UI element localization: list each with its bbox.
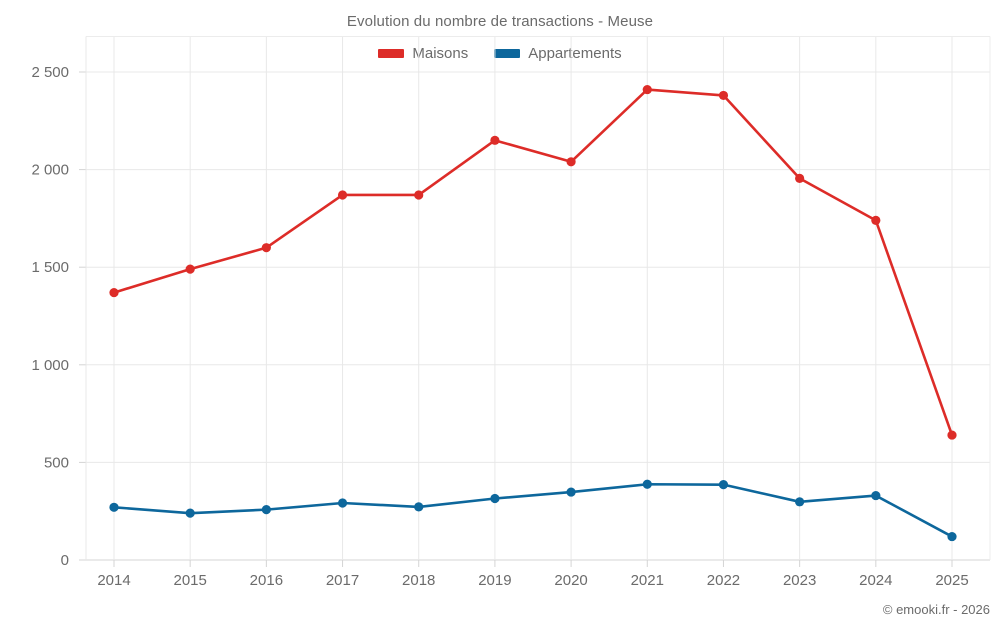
- data-point-maisons-2021[interactable]: [642, 84, 652, 95]
- data-point-maisons-2014[interactable]: [109, 287, 119, 298]
- legend-label-maisons: Maisons: [412, 45, 469, 62]
- chart-title: Evolution du nombre de transactions - Me…: [346, 13, 654, 30]
- data-point-appartements-2017[interactable]: [337, 498, 348, 508]
- x-axis-tick-labels: 2014 2015 2016 2017 2018 2019 2020 2021 2022 2023…: [97, 572, 968, 589]
- y-axis-tick-label: 1 000: [31, 357, 69, 374]
- data-point-appartements-2018[interactable]: [414, 502, 424, 512]
- y-axis-tick-label: 0: [61, 552, 69, 569]
- series-lines: [112, 88, 954, 538]
- y-axis-tick-labels: 0 500 1 000 1 500 2 000 2 500: [31, 64, 69, 569]
- chart-legend: Maisons Appartements: [0, 45, 1000, 62]
- data-point-appartements-2021[interactable]: [642, 479, 652, 489]
- legend-swatch-appartements: [494, 49, 521, 58]
- x-axis-tick-label: 2015: [173, 572, 206, 589]
- x-axis-tick-label: 2014: [97, 572, 130, 589]
- data-point-maisons-2019[interactable]: [490, 135, 500, 145]
- legend-label-appartements: Appartements: [528, 45, 622, 62]
- data-point-maisons-2016[interactable]: [261, 243, 271, 253]
- x-axis-tick-label: 2017: [326, 572, 359, 589]
- x-axis-tick-label: 2018: [402, 572, 435, 589]
- credit-label: © emooki.fr - 2026: [882, 602, 990, 617]
- data-point-appartements-2024[interactable]: [871, 490, 881, 501]
- y-axis-tick-label: 2 500: [31, 64, 69, 81]
- data-point-appartements-2014[interactable]: [109, 502, 119, 512]
- legend-item-maisons[interactable]: Maisons: [378, 45, 468, 62]
- data-point-maisons-2023[interactable]: [795, 173, 805, 183]
- x-axis-tick-label: 2019: [478, 572, 511, 589]
- data-point-appartements-2019[interactable]: [490, 493, 500, 504]
- x-axis-tick-label: 2024: [859, 572, 892, 589]
- data-point-appartements-2020[interactable]: [566, 487, 576, 497]
- data-point-maisons-2025[interactable]: [947, 430, 957, 440]
- x-axis-tick-label: 2021: [631, 572, 664, 589]
- x-axis-tick-label: 2016: [250, 572, 283, 589]
- series-line-maisons: [112, 88, 954, 437]
- data-point-maisons-2020[interactable]: [566, 157, 576, 167]
- x-axis-tick-label: 2022: [707, 572, 740, 589]
- data-point-appartements-2023[interactable]: [795, 497, 805, 507]
- y-axis-tick-label: 500: [44, 454, 69, 471]
- legend-item-appartements[interactable]: Appartements: [494, 45, 622, 62]
- data-point-maisons-2017[interactable]: [337, 190, 348, 200]
- data-point-maisons-2022[interactable]: [718, 90, 729, 101]
- horizontal-gridlines: [79, 71, 990, 561]
- data-point-appartements-2016[interactable]: [261, 505, 271, 515]
- data-point-appartements-2015[interactable]: [185, 508, 195, 518]
- y-axis-tick-label: 1 500: [31, 259, 69, 276]
- axis-lines: [85, 35, 991, 560]
- series-markers: [109, 84, 957, 542]
- y-axis-tick-label: 2 000: [31, 162, 69, 179]
- x-axis-tick-label: 2020: [554, 572, 587, 589]
- data-point-appartements-2022[interactable]: [718, 480, 729, 490]
- x-axis-tick-label: 2023: [783, 572, 816, 589]
- data-point-maisons-2018[interactable]: [414, 190, 424, 200]
- x-axis-tick-label: 2025: [935, 572, 968, 589]
- series-line-appartements: [112, 482, 954, 538]
- vertical-gridlines: [113, 36, 953, 567]
- legend-swatch-maisons: [378, 49, 405, 58]
- data-point-maisons-2024[interactable]: [871, 215, 881, 225]
- data-point-maisons-2015[interactable]: [185, 264, 195, 274]
- data-point-appartements-2025[interactable]: [947, 531, 957, 542]
